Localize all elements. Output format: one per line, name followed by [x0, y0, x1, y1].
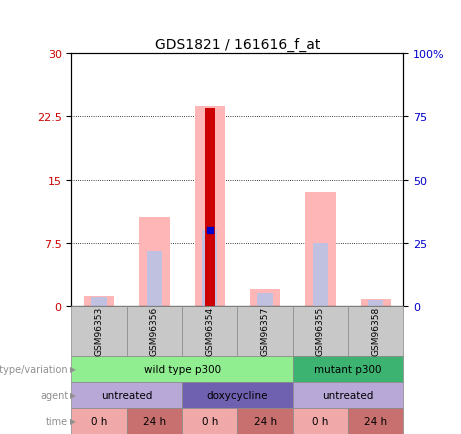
- Bar: [313, 243, 328, 306]
- Bar: [195, 106, 225, 306]
- Bar: [202, 230, 218, 306]
- Text: 0 h: 0 h: [201, 416, 218, 426]
- Text: doxycycline: doxycycline: [207, 390, 268, 400]
- Text: ▶: ▶: [70, 417, 76, 425]
- Text: 24 h: 24 h: [143, 416, 166, 426]
- Bar: [368, 300, 384, 306]
- Text: GSM96354: GSM96354: [205, 306, 214, 355]
- Text: GSM96358: GSM96358: [371, 306, 380, 355]
- Text: GSM96357: GSM96357: [260, 306, 270, 355]
- Text: ▶: ▶: [70, 365, 76, 373]
- Text: GSM96355: GSM96355: [316, 306, 325, 355]
- Text: 0 h: 0 h: [91, 416, 107, 426]
- Text: untreated: untreated: [322, 390, 374, 400]
- Bar: [84, 296, 114, 306]
- Bar: [250, 289, 280, 306]
- Text: 24 h: 24 h: [254, 416, 277, 426]
- Text: genotype/variation: genotype/variation: [0, 364, 68, 374]
- Text: time: time: [46, 416, 68, 426]
- Text: GSM96353: GSM96353: [95, 306, 104, 355]
- Bar: [139, 218, 170, 306]
- Title: GDS1821 / 161616_f_at: GDS1821 / 161616_f_at: [155, 38, 320, 52]
- Text: 24 h: 24 h: [364, 416, 387, 426]
- Bar: [257, 293, 273, 306]
- Text: 0 h: 0 h: [312, 416, 329, 426]
- Text: GSM96356: GSM96356: [150, 306, 159, 355]
- Text: ▶: ▶: [70, 391, 76, 399]
- Bar: [205, 109, 215, 306]
- Bar: [305, 193, 336, 306]
- Bar: [91, 298, 107, 306]
- Bar: [361, 299, 391, 306]
- Text: mutant p300: mutant p300: [314, 364, 382, 374]
- Text: agent: agent: [40, 390, 68, 400]
- Text: wild type p300: wild type p300: [143, 364, 221, 374]
- Text: untreated: untreated: [101, 390, 153, 400]
- Bar: [147, 251, 162, 306]
